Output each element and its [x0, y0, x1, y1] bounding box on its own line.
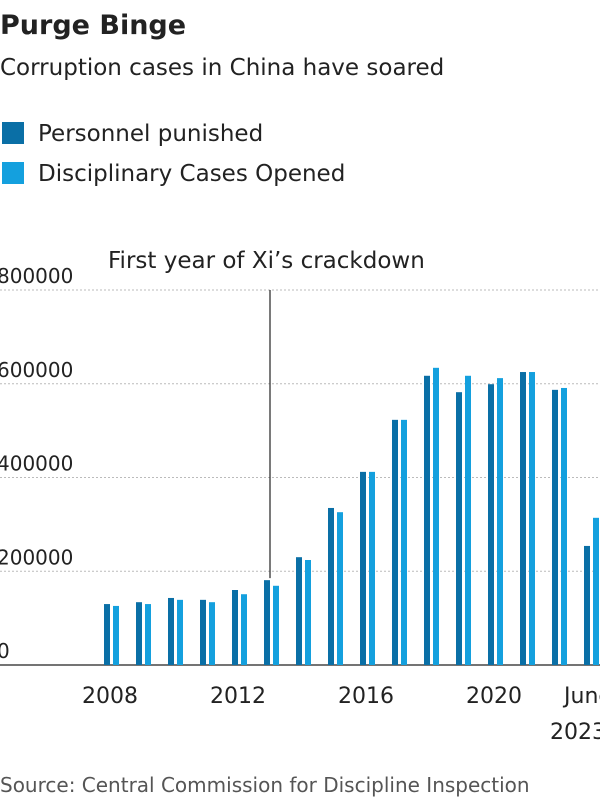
bar: [177, 599, 183, 665]
bar: [369, 471, 375, 665]
bar: [168, 597, 174, 665]
bar: [433, 367, 439, 665]
bar: [584, 545, 590, 665]
bar: [264, 580, 270, 665]
bar: [104, 604, 110, 665]
annotation: First year of Xi’s crackdown: [108, 248, 425, 274]
x-tick-label: 2020: [466, 684, 522, 709]
legend-swatch: [2, 162, 24, 184]
bar: [241, 594, 247, 665]
bar: [401, 419, 407, 665]
bar: [200, 599, 206, 665]
y-tick-label: 800000: [0, 264, 73, 288]
bar: [529, 372, 535, 665]
bar: [296, 557, 302, 665]
bar: [424, 375, 430, 665]
bar: [360, 471, 366, 665]
bar: [113, 605, 119, 665]
y-tick-label: 200000: [0, 545, 73, 569]
legend-label: Disciplinary Cases Opened: [38, 161, 345, 187]
bar: [593, 517, 599, 665]
bar: [497, 378, 503, 665]
bar: [209, 602, 215, 665]
bar: [145, 604, 151, 665]
bar: [328, 507, 334, 665]
bar: [305, 560, 311, 665]
chart-title: Purge Binge: [0, 10, 186, 41]
y-tick-label: 0: [0, 639, 10, 663]
x-tick-label: 2012: [210, 684, 266, 709]
x-tick-label: 2008: [82, 684, 138, 709]
bar: [488, 384, 494, 665]
legend-swatch: [2, 122, 24, 144]
bar: [273, 585, 279, 665]
y-tick-label: 600000: [0, 358, 73, 382]
x-tick-label: June2023: [550, 684, 600, 745]
bar: [337, 512, 343, 665]
legend-label: Personnel punished: [38, 121, 263, 147]
bar: [456, 392, 462, 665]
source: Source: Central Commission for Disciplin…: [0, 773, 530, 797]
bar: [232, 590, 238, 665]
bar: [561, 387, 567, 665]
bar: [136, 602, 142, 665]
x-tick-label: 2016: [338, 684, 394, 709]
bar: [552, 389, 558, 665]
bar: [392, 419, 398, 665]
bar: [465, 375, 471, 665]
chart-subtitle: Corruption cases in China have soared: [0, 55, 444, 81]
bar: [520, 372, 526, 665]
y-tick-label: 400000: [0, 452, 73, 476]
